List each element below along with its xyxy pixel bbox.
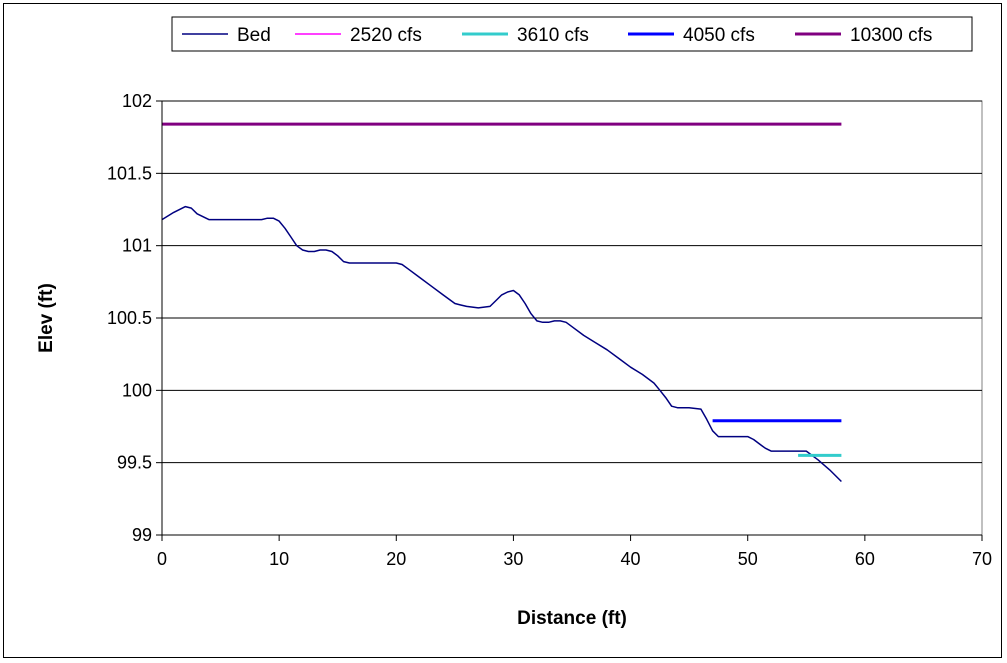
y-tick-label: 101.5 xyxy=(107,163,152,183)
y-tick-label: 102 xyxy=(122,91,152,111)
x-tick-label: 70 xyxy=(972,549,992,569)
y-tick-label: 99 xyxy=(132,525,152,545)
x-tick-label: 30 xyxy=(503,549,523,569)
y-ticks: 99 99.5 100 100.5 101 101.5 102 xyxy=(107,91,162,545)
series-line-bed xyxy=(161,205,842,483)
legend-label-3610-cfs: 3610 cfs xyxy=(517,25,589,46)
x-axis-title: Distance (ft) xyxy=(517,608,627,629)
y-axis-title: Elev (ft) xyxy=(36,283,57,353)
legend-label-2520-cfs: 2520 cfs xyxy=(350,25,422,46)
x-tick-label: 20 xyxy=(386,549,406,569)
y-tick-label: 100 xyxy=(122,380,152,400)
x-ticks: 0 10 20 30 40 50 60 70 xyxy=(157,535,992,569)
legend-label-4050-cfs: 4050 cfs xyxy=(683,25,755,46)
legend-label-bed: Bed xyxy=(237,25,271,46)
gridlines xyxy=(162,100,982,464)
y-tick-label: 100.5 xyxy=(107,308,152,328)
legend: Bed 2520 cfs 3610 cfs 4050 cfs 10300 cfs xyxy=(171,16,973,52)
x-tick-label: 40 xyxy=(621,549,641,569)
x-tick-label: 60 xyxy=(855,549,875,569)
y-tick-label: 101 xyxy=(122,236,152,256)
x-tick-label: 10 xyxy=(269,549,289,569)
x-tick-label: 50 xyxy=(738,549,758,569)
y-tick-label: 99.5 xyxy=(117,453,152,473)
x-tick-label: 0 xyxy=(157,549,167,569)
series-layer xyxy=(161,122,842,483)
legend-label-10300-cfs: 10300 cfs xyxy=(850,25,932,46)
